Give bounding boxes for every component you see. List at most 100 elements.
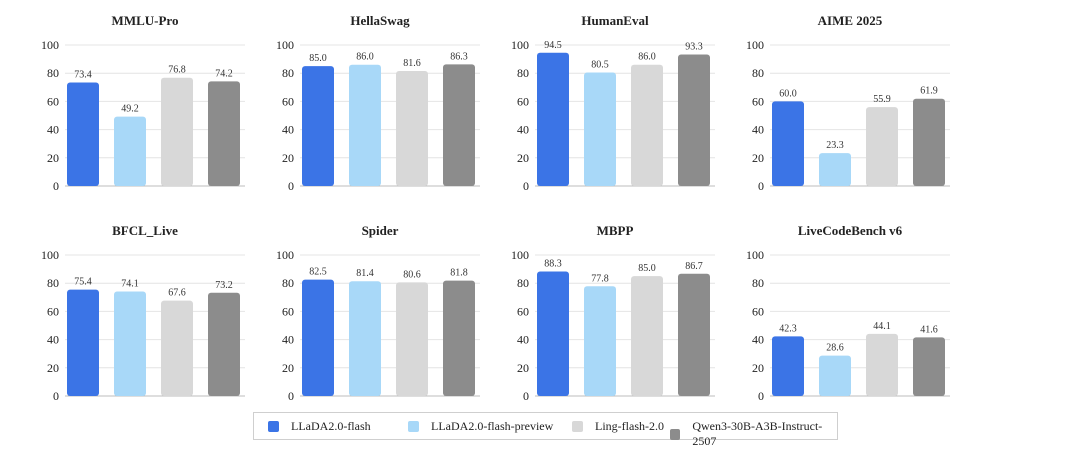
bar	[396, 70, 428, 186]
y-tick-label: 60	[752, 304, 764, 318]
data-label: 61.9	[920, 86, 938, 97]
legend-swatch-llada-flash-preview	[408, 421, 419, 432]
chart-title: MMLU-Pro	[112, 13, 179, 28]
data-label: 76.8	[168, 65, 186, 76]
y-tick-label: 100	[276, 248, 294, 262]
legend-label-qwen3: Qwen3-30B-A3B-Instruct-2507	[692, 419, 823, 448]
y-tick-label: 40	[752, 333, 764, 347]
data-label: 67.6	[168, 288, 186, 299]
y-tick-label: 20	[752, 151, 764, 165]
data-label: 74.2	[215, 68, 233, 79]
y-tick-label: 60	[282, 94, 294, 108]
bar	[161, 77, 193, 186]
legend-item-llada-flash: LLaDA2.0-flash	[268, 419, 371, 434]
y-tick-label: 40	[47, 333, 59, 347]
y-tick-label: 80	[517, 66, 529, 80]
bar	[302, 66, 334, 186]
data-label: 73.2	[215, 280, 233, 291]
bar	[208, 81, 240, 186]
data-label: 80.5	[591, 59, 609, 70]
legend-label-llada-flash-preview: LLaDA2.0-flash-preview	[431, 419, 554, 433]
data-label: 55.9	[873, 94, 891, 105]
data-label: 81.8	[450, 268, 468, 279]
y-tick-label: 0	[523, 179, 529, 193]
y-tick-label: 0	[53, 389, 59, 403]
y-tick-label: 100	[41, 38, 59, 52]
data-label: 86.7	[685, 261, 703, 272]
y-tick-label: 0	[288, 389, 294, 403]
data-label: 81.4	[356, 268, 374, 279]
data-label: 42.3	[779, 323, 797, 334]
legend-item-llada-flash-preview: LLaDA2.0-flash-preview	[408, 419, 553, 434]
data-label: 28.6	[826, 343, 844, 354]
bar	[302, 279, 334, 396]
bar	[678, 54, 710, 187]
bar	[913, 98, 945, 186]
legend: LLaDA2.0-flash LLaDA2.0-flash-preview Li…	[253, 412, 838, 448]
y-tick-label: 80	[517, 276, 529, 290]
y-tick-label: 40	[752, 123, 764, 137]
data-label: 49.2	[121, 104, 139, 115]
bar	[161, 300, 193, 396]
bar	[913, 337, 945, 396]
data-label: 85.0	[638, 263, 656, 274]
y-tick-label: 100	[511, 38, 529, 52]
legend-swatch-llada-flash	[268, 421, 279, 432]
y-tick-label: 20	[47, 151, 59, 165]
data-label: 77.8	[591, 273, 609, 284]
y-tick-label: 40	[282, 123, 294, 137]
bar	[208, 292, 240, 396]
bar	[443, 280, 475, 396]
y-tick-label: 100	[746, 248, 764, 262]
y-tick-label: 60	[752, 94, 764, 108]
bar	[443, 64, 475, 186]
y-tick-label: 100	[746, 38, 764, 52]
data-label: 85.0	[309, 53, 327, 64]
bar	[537, 271, 569, 396]
y-tick-label: 80	[47, 66, 59, 80]
legend-label-llada-flash: LLaDA2.0-flash	[291, 419, 371, 433]
data-label: 88.3	[544, 258, 562, 269]
data-label: 86.0	[356, 52, 374, 63]
bar	[866, 333, 898, 396]
chart-title: BFCL_Live	[112, 223, 178, 238]
data-label: 60.0	[779, 88, 797, 99]
data-label: 94.5	[544, 40, 562, 51]
y-tick-label: 40	[47, 123, 59, 137]
y-tick-label: 40	[517, 333, 529, 347]
chart-title: HumanEval	[581, 13, 649, 28]
y-tick-label: 100	[41, 248, 59, 262]
data-label: 86.3	[450, 51, 468, 62]
y-tick-label: 20	[517, 151, 529, 165]
data-label: 93.3	[685, 41, 703, 52]
y-tick-label: 20	[282, 151, 294, 165]
y-tick-label: 100	[511, 248, 529, 262]
y-tick-label: 80	[282, 66, 294, 80]
data-label: 74.1	[121, 279, 139, 290]
bar	[866, 107, 898, 186]
bar	[819, 153, 851, 186]
y-tick-label: 20	[47, 361, 59, 375]
y-tick-label: 80	[752, 276, 764, 290]
bar	[114, 116, 146, 186]
data-label: 41.6	[920, 324, 938, 335]
benchmark-charts: MMLU-Pro 0 20 40 60 80 100 73.4 49.2 76.8 74.2 Hell…	[41, 13, 950, 403]
data-label: 75.4	[74, 277, 92, 288]
bar	[772, 336, 804, 396]
bar	[67, 289, 99, 396]
legend-label-ling-flash: Ling-flash-2.0	[595, 419, 664, 433]
y-tick-label: 20	[517, 361, 529, 375]
y-tick-label: 80	[752, 66, 764, 80]
y-tick-label: 80	[47, 276, 59, 290]
bar	[678, 273, 710, 396]
y-tick-label: 40	[282, 333, 294, 347]
y-tick-label: 60	[282, 304, 294, 318]
y-tick-label: 100	[276, 38, 294, 52]
data-label: 82.5	[309, 267, 327, 278]
y-tick-label: 0	[53, 179, 59, 193]
bar	[819, 355, 851, 396]
bar	[114, 291, 146, 396]
data-label: 23.3	[826, 140, 844, 151]
bar	[772, 101, 804, 186]
data-label: 44.1	[873, 321, 891, 332]
